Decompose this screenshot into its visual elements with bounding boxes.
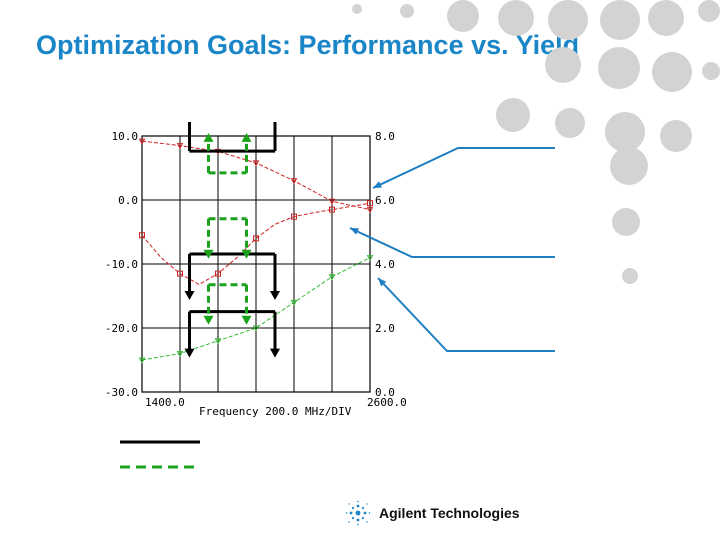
decor-dot-17	[612, 208, 640, 236]
yield-goal-arrow-head	[203, 132, 214, 142]
performance-goal-arrow-head	[184, 291, 195, 300]
decor-dot-9	[598, 47, 640, 89]
decor-dot-0	[352, 4, 362, 14]
left-tick-label: -10.0	[105, 258, 138, 271]
brand-logo: Agilent Technologies	[345, 500, 520, 526]
spark-icon	[345, 500, 371, 526]
decor-dot-16	[610, 147, 648, 185]
trace-line	[141, 202, 371, 286]
right-tick-label: 8.0	[375, 130, 395, 143]
trace-point	[177, 270, 183, 277]
left-tick-label: 0.0	[118, 194, 138, 207]
right-tick-label: 2.0	[375, 322, 395, 335]
traces	[138, 138, 374, 364]
slide-title: Optimization Goals: Performance vs. Yiel…	[36, 30, 580, 60]
x-tick-start: 1400.0	[145, 396, 185, 409]
yield-goal-arrow-head	[241, 315, 252, 325]
trace-point	[366, 207, 374, 214]
trace-line	[141, 140, 371, 211]
performance-goal-arrow-head	[270, 348, 280, 358]
performance-goal-arrow-head	[184, 348, 195, 358]
brand-name: Agilent Technologies	[379, 505, 520, 521]
trace-point	[138, 138, 146, 145]
yield-goal-arrow-head	[241, 132, 252, 142]
trace-point	[328, 198, 336, 205]
performance-yield-chart: 10.0 0.0 -10.0 -20.0 -30.0 8.0 6.0 4.0 2.0 0.0 1…	[95, 122, 455, 422]
trace-point	[367, 200, 373, 207]
trace-point	[290, 178, 298, 185]
trace-point	[328, 274, 336, 281]
trace-point	[138, 357, 146, 364]
right-tick-label: 6.0	[375, 194, 395, 207]
left-tick-label: 10.0	[112, 130, 139, 143]
decor-dot-5	[600, 0, 640, 40]
yield-goal-arrow-head	[241, 249, 252, 259]
trace-point	[176, 143, 184, 150]
trace-point	[290, 299, 298, 306]
goal-markers	[184, 122, 280, 358]
decor-dot-15	[660, 120, 692, 152]
left-tick-label: -20.0	[105, 322, 138, 335]
decor-dot-11	[702, 62, 720, 80]
trace-point	[252, 160, 260, 167]
goal-legend	[120, 440, 200, 469]
decor-dot-4	[548, 0, 588, 40]
x-axis: 1400.0 2600.0 Frequency 200.0 MHz/DIV	[145, 396, 407, 418]
trace-point	[253, 235, 259, 242]
decor-dot-10	[652, 52, 692, 92]
right-tick-label: 0.0	[375, 386, 395, 399]
trace-point	[252, 325, 260, 332]
decor-dot-14	[605, 112, 645, 152]
decor-dot-13	[555, 108, 585, 138]
decor-dot-3	[498, 0, 534, 36]
trace-point	[139, 232, 145, 239]
trace-point	[215, 270, 221, 277]
trace-point	[214, 338, 222, 345]
trace-point	[329, 206, 335, 213]
x-axis-label: Frequency 200.0 MHz/DIV	[199, 405, 352, 418]
trace-point	[176, 351, 184, 358]
performance-goal-arrow-head	[270, 291, 280, 300]
right-tick-label: 4.0	[375, 258, 395, 271]
trace-point	[291, 213, 297, 220]
decor-dot-1	[400, 4, 414, 18]
trace-line	[141, 257, 371, 361]
yield-goal-arrow-head	[203, 315, 214, 325]
decor-dot-2	[447, 0, 479, 32]
decor-dot-12	[496, 98, 530, 132]
x-tick-end: 2600.0	[367, 396, 407, 409]
decor-dot-6	[648, 0, 684, 36]
decor-dot-18	[622, 268, 638, 284]
decor-dot-8	[545, 47, 581, 83]
decor-dot-7	[698, 0, 720, 22]
yield-goal-arrow-head	[203, 249, 214, 259]
left-tick-label: -30.0	[105, 386, 138, 399]
left-axis-ticks: 10.0 0.0 -10.0 -20.0 -30.0	[105, 130, 138, 399]
